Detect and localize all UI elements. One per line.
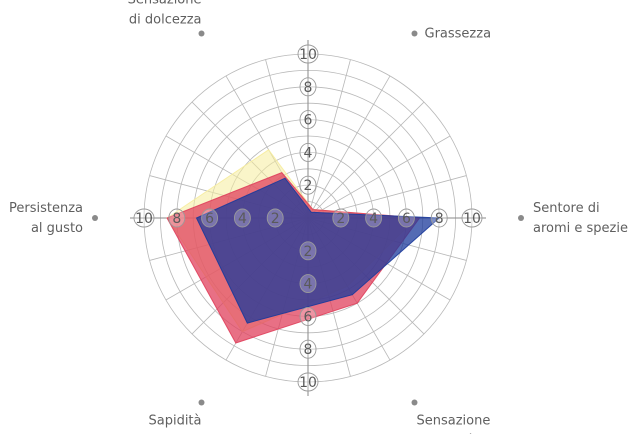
- axis-label-dot: [92, 215, 98, 221]
- tick-badge: [233, 208, 251, 228]
- tick-badge: [299, 77, 317, 97]
- tick-label: 8: [304, 342, 313, 358]
- tick-badge: [332, 208, 350, 228]
- axis-label: Sapidità: [148, 413, 201, 428]
- tick-label: 2: [304, 178, 313, 194]
- tick-label: 4: [304, 277, 313, 293]
- tick-badge: [299, 241, 317, 261]
- tick-label: 8: [304, 80, 313, 96]
- tick-label: 6: [402, 211, 411, 227]
- axis-label-dot: [198, 30, 205, 37]
- tick-badge: [461, 208, 483, 228]
- grid-spoke: [265, 59, 309, 219]
- tick-label: 2: [271, 211, 280, 227]
- tick-badge: [201, 208, 219, 228]
- tick-badge: [299, 175, 317, 195]
- axis-label: Sensazione: [417, 413, 491, 428]
- tick-label: 10: [299, 47, 317, 63]
- tick-badge: [299, 306, 317, 326]
- tick-badge: [397, 208, 415, 228]
- axis-label: Persistenza: [9, 201, 83, 216]
- tick-badge: [430, 208, 448, 228]
- grid-spoke: [307, 135, 451, 219]
- grid-spoke: [307, 59, 351, 219]
- tick-badge: [299, 339, 317, 359]
- series-3-area: [195, 177, 441, 324]
- radar-tick-labels: 2 2 2 2 4 4 4 4 6 6 6 6 8 8 8 8 10 10 10 10: [133, 44, 483, 392]
- tick-badge: [299, 274, 317, 294]
- tick-label: 2: [336, 211, 345, 227]
- tick-label: 2: [304, 244, 313, 260]
- tick-badge: [365, 208, 383, 228]
- radar-axis-labels: Sentore di aromi e spezie Grassezza Sensazi…: [9, 0, 628, 434]
- axis-label-dot: [411, 399, 418, 406]
- axis-label: Sentore di: [533, 201, 600, 216]
- axis-label: di dolcezza: [129, 13, 202, 28]
- tick-label: 6: [304, 113, 313, 129]
- tick-label: 6: [304, 309, 313, 325]
- tick-label: 4: [369, 211, 378, 227]
- tick-badge: [266, 208, 284, 228]
- axis-label: Sensazione: [128, 0, 202, 8]
- grid-spoke: [307, 101, 425, 219]
- axis-label: Grassezza: [425, 27, 492, 42]
- radar-series-layer: [166, 149, 441, 344]
- axis-label: al gusto: [31, 221, 83, 236]
- tick-label: 10: [135, 211, 153, 227]
- tick-badge: [133, 208, 155, 228]
- tick-label: 8: [172, 211, 181, 227]
- tick-label: 10: [463, 211, 481, 227]
- tick-badge: [297, 372, 319, 392]
- grid-spoke: [307, 75, 391, 219]
- tick-label: 10: [299, 375, 317, 391]
- axis-label: aromi e spezie: [533, 221, 628, 236]
- axis-label-dot: [198, 399, 205, 406]
- tick-badge: [299, 110, 317, 130]
- tick-label: 4: [304, 145, 313, 161]
- tick-label: 6: [205, 211, 214, 227]
- axis-label-dot: [518, 215, 524, 221]
- tick-label: 4: [238, 211, 247, 227]
- tick-badge: [299, 142, 317, 162]
- tick-badge: [168, 208, 186, 228]
- tick-badge: [297, 44, 319, 64]
- axis-label-dot: [411, 30, 418, 37]
- tick-label: 8: [435, 211, 444, 227]
